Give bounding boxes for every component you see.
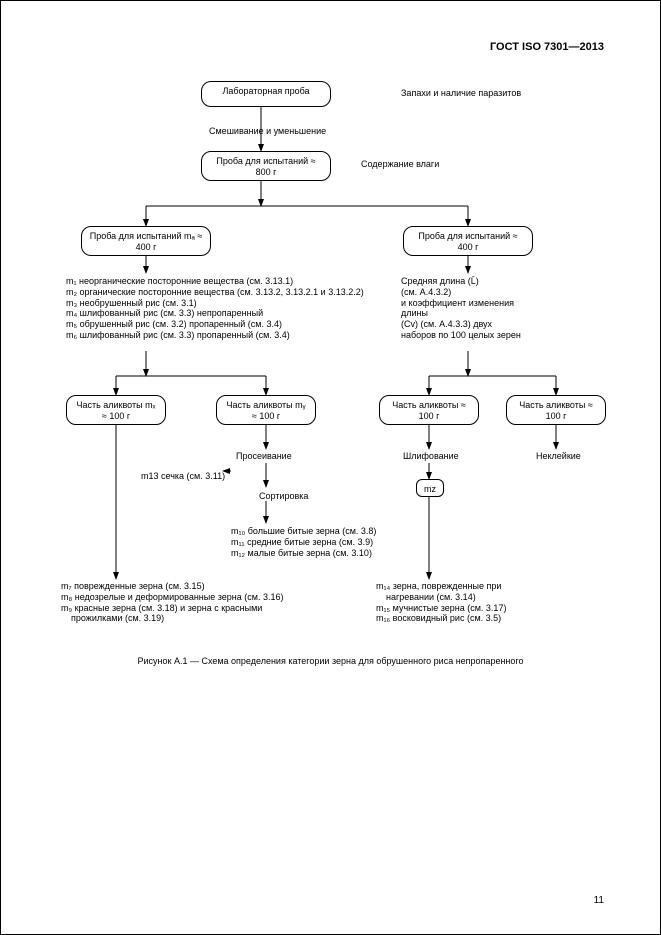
node-aliqY-text: Часть аликвоты mᵧ ≈ 100 г — [226, 400, 305, 421]
node-aliquot-x: Часть аликвоты mₓ ≈ 100 г — [66, 395, 166, 425]
doc-title: ГОСТ ISO 7301—2013 — [490, 41, 604, 53]
node-aliqX-text: Часть аликвоты mₓ ≈ 100 г — [76, 400, 155, 421]
node-test-b: Проба для испытаний ≈ 400 г — [403, 226, 533, 256]
label-sieving: Просеивание — [236, 451, 292, 462]
connectors — [1, 1, 660, 934]
node-test-a: Проба для испытаний mₐ ≈ 400 г — [81, 226, 211, 256]
node-testB-text: Проба для испытаний ≈ 400 г — [418, 231, 517, 252]
diagram-container: ГОСТ ISO 7301—2013 Лабораторная проба За… — [1, 1, 660, 934]
list-m7-m9: m₇ поврежденные зерна (см. 3.15) m₈ недо… — [61, 581, 321, 624]
node-testA-text: Проба для испытаний mₐ ≈ 400 г — [90, 231, 203, 252]
node-aliquot-d: Часть аликвоты ≈ 100 г — [506, 395, 606, 425]
list-m1-m6: m₁ неорганические посторонние вещества (… — [66, 276, 376, 341]
node-lab-sample: Лабораторная проба — [201, 81, 331, 107]
page: ГОСТ ISO 7301—2013 Лабораторная проба За… — [0, 0, 661, 935]
label-moisture: Содержание влаги — [361, 159, 439, 170]
node-mz: mz — [416, 479, 444, 497]
figure-caption: Рисунок А.1 — Схема определения категори… — [1, 656, 660, 666]
label-mean-length: Средняя длина (L̄) (см. А.4.3.2) и коэфф… — [401, 276, 591, 341]
label-waxy: Неклейкие — [536, 451, 581, 462]
node-mz-text: mz — [424, 484, 436, 494]
node-test-800: Проба для испытаний ≈ 800 г — [201, 151, 331, 181]
node-aliqD-text: Часть аликвоты ≈ 100 г — [519, 400, 593, 421]
label-m13: m13 сечка (см. 3.11) — [141, 471, 225, 482]
list-m10-m12: m₁₀ большие битые зерна (см. 3.8) m₁₁ ср… — [231, 526, 451, 558]
label-milling: Шлифование — [403, 451, 459, 462]
node-lab-text: Лабораторная проба — [222, 86, 309, 96]
list-m14-m16: m₁₄ зерна, поврежденные при нагревании (… — [376, 581, 596, 624]
label-parasites: Запахи и наличие паразитов — [401, 88, 521, 99]
page-number: 11 — [594, 895, 604, 906]
label-sorting: Сортировка — [259, 491, 308, 502]
node-aliqC-text: Часть аликвоты ≈ 100 г — [392, 400, 466, 421]
label-mixing: Смешивание и уменьшение — [209, 126, 326, 137]
node-aliquot-c: Часть аликвоты ≈ 100 г — [379, 395, 479, 425]
node-test800-text: Проба для испытаний ≈ 800 г — [216, 156, 315, 177]
node-aliquot-y: Часть аликвоты mᵧ ≈ 100 г — [216, 395, 316, 425]
